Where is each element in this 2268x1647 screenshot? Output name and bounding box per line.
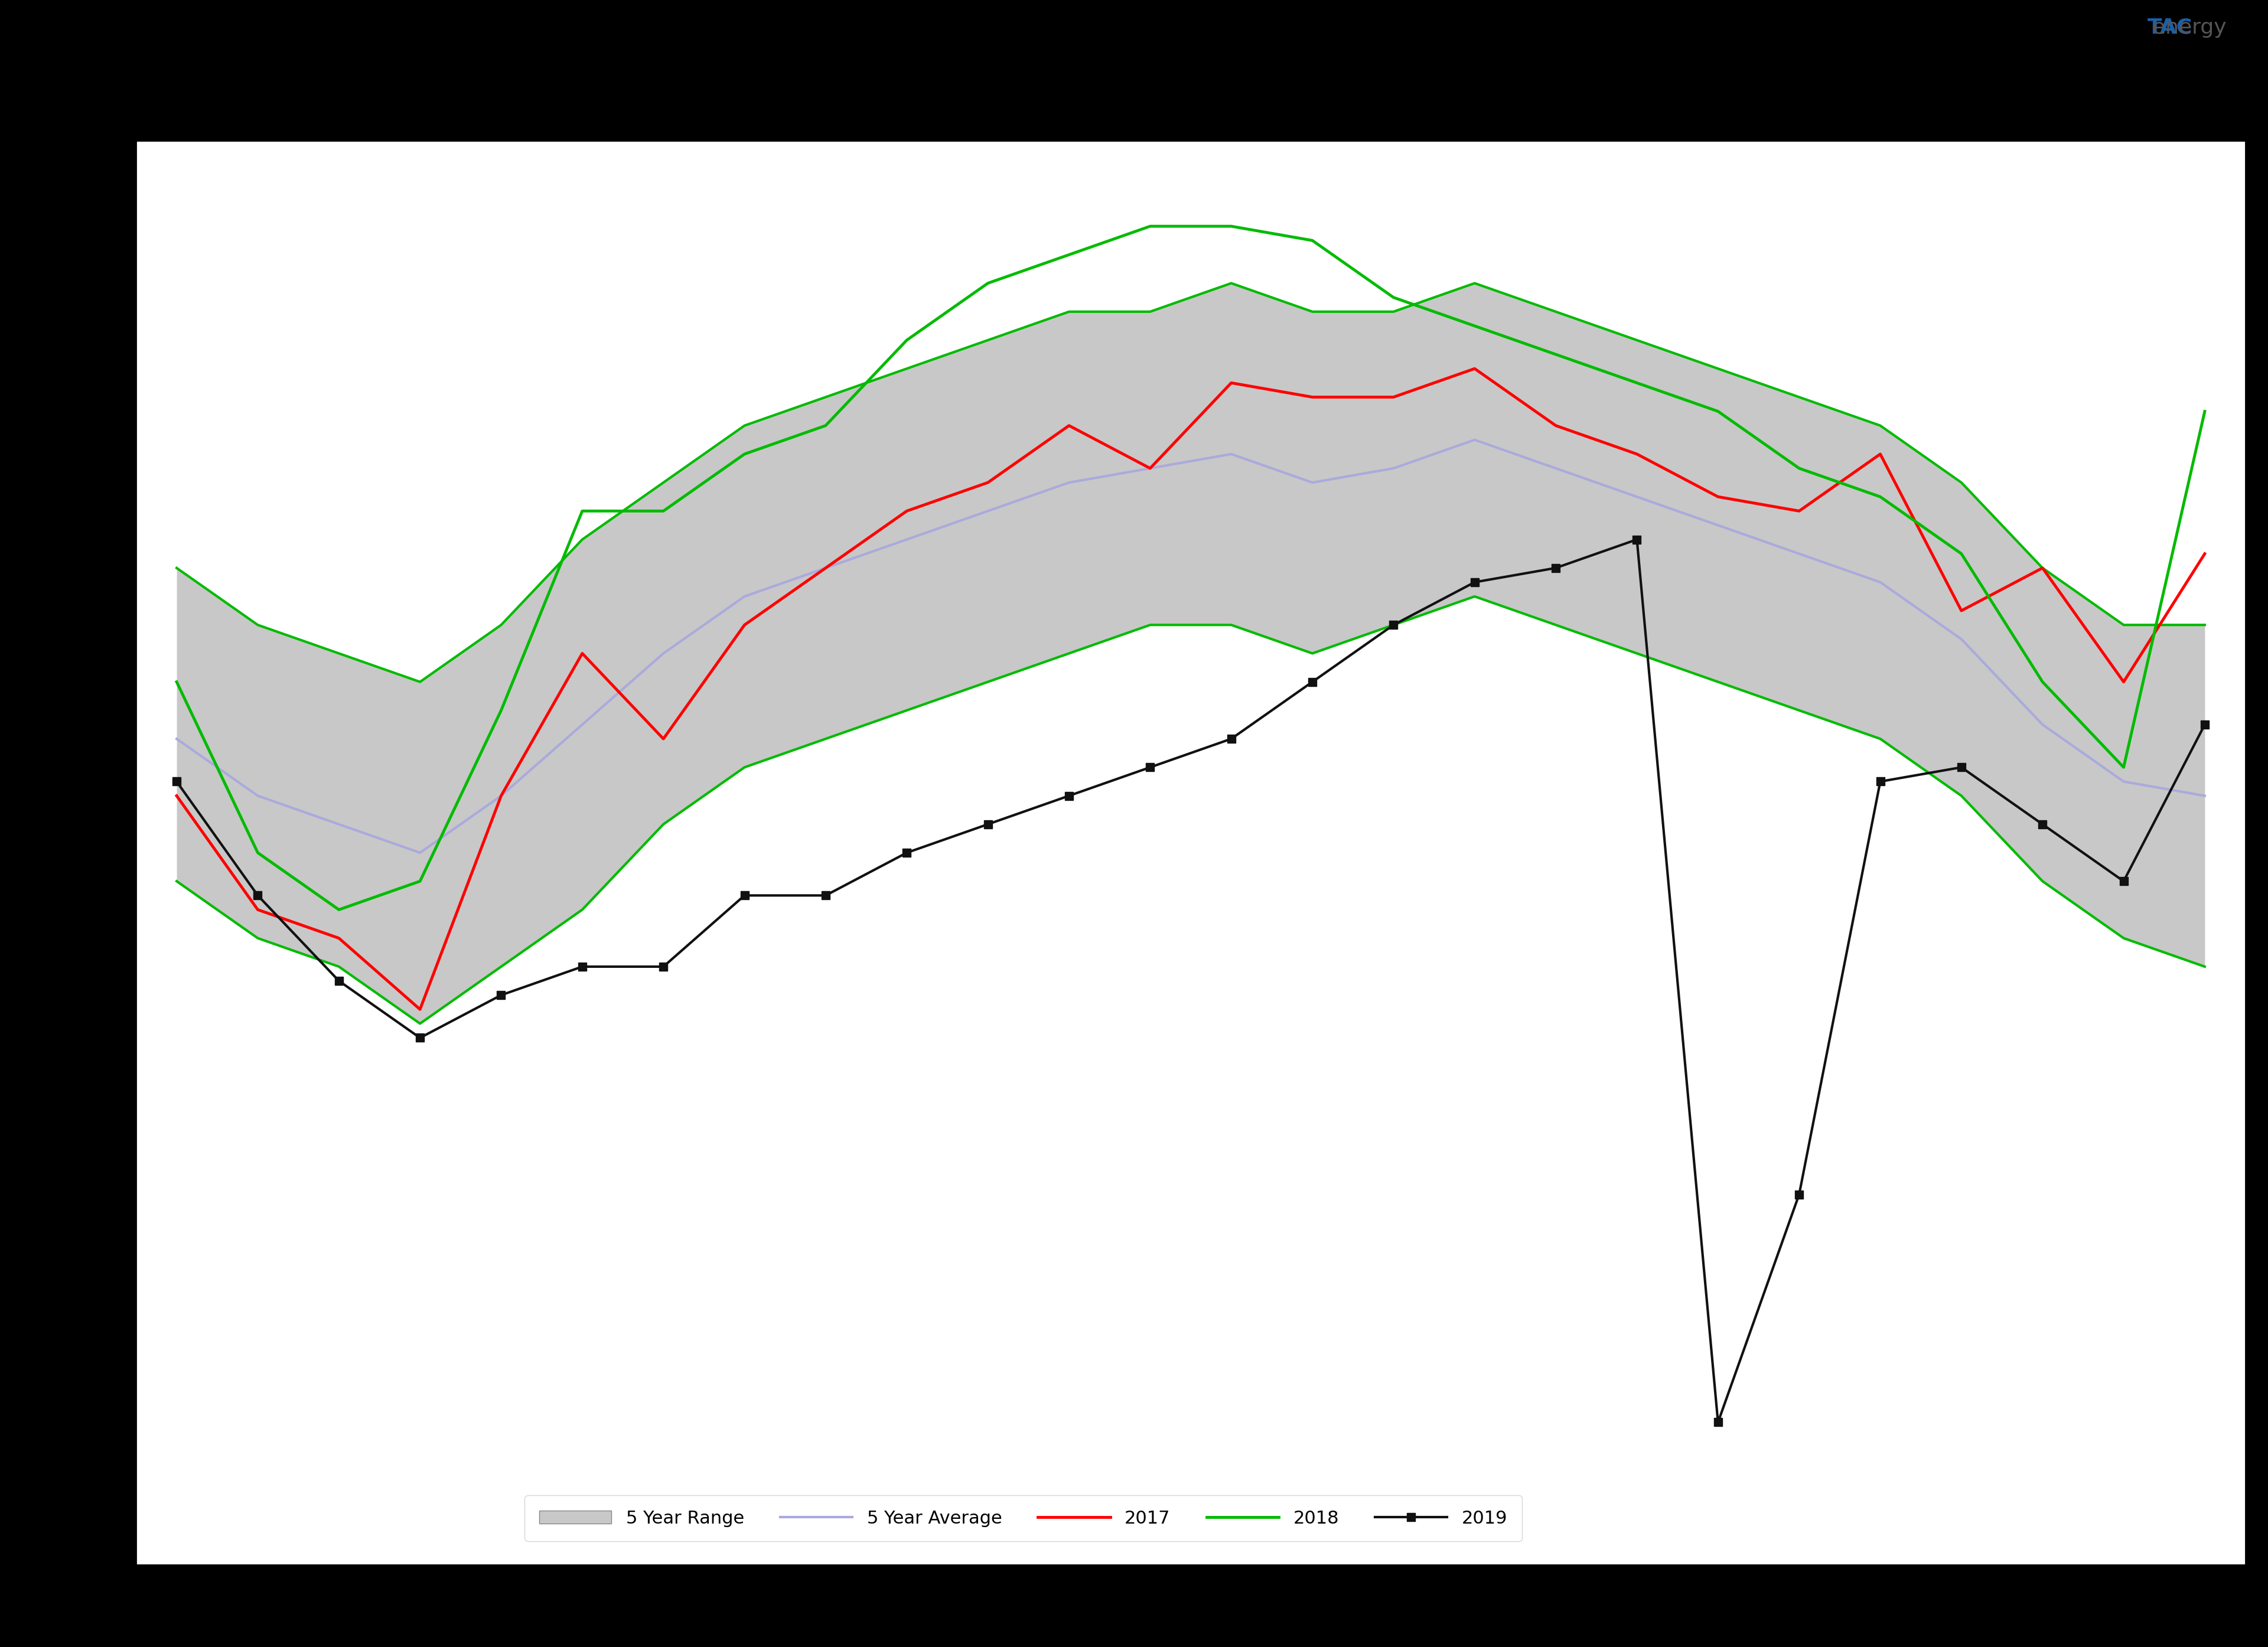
Text: energy: energy [2152,18,2227,38]
Text: Refinery Thruput TOTAL US: Refinery Thruput TOTAL US [989,46,1393,71]
Legend: 5 Year Range, 5 Year Average, 2017, 2018, 2019: 5 Year Range, 5 Year Average, 2017, 2018… [524,1495,1522,1542]
Text: TAC: TAC [2148,18,2193,38]
